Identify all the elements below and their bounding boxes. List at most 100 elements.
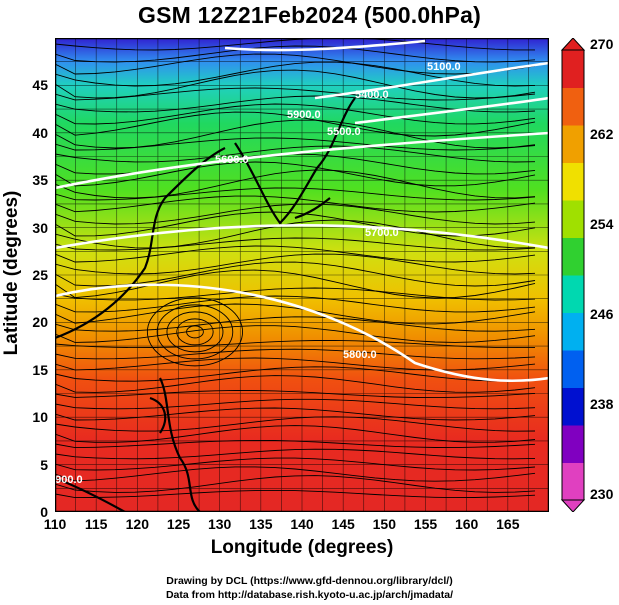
x-tick-label: 150 <box>372 516 397 532</box>
streamline <box>55 407 536 421</box>
streamline <box>55 187 536 201</box>
y-tick-label: 25 <box>32 267 48 283</box>
colorbar-cell <box>562 387 584 426</box>
streamline <box>55 425 536 443</box>
streamline <box>55 389 536 399</box>
y-tick-label: 15 <box>32 361 48 378</box>
streamline <box>55 348 536 360</box>
colorbar-cell <box>562 425 584 463</box>
x-tick-label: 165 <box>496 516 520 532</box>
streamline <box>55 303 536 325</box>
colorbar-tick-label: 246 <box>590 306 614 322</box>
streamline <box>55 466 536 482</box>
x-tick-label: 155 <box>413 516 438 532</box>
contour-label: 5900.0 <box>55 474 83 486</box>
colorbar-cell <box>562 312 584 351</box>
streamline <box>55 69 536 99</box>
streamline <box>55 111 536 137</box>
streamline <box>55 339 536 349</box>
colorbar-tick-label: 270 <box>590 36 614 52</box>
x-tick-label: 140 <box>290 516 314 532</box>
credit-line-2: Data from http://database.rish.kyoto-u.a… <box>165 589 454 601</box>
streamline <box>55 237 536 251</box>
streamline <box>55 489 536 499</box>
x-tick-label: 130 <box>207 516 232 532</box>
streamline <box>55 398 536 410</box>
streamline <box>55 316 536 332</box>
contour-label: 5800.0 <box>343 349 377 361</box>
colorbar-tick-label: 262 <box>590 126 614 142</box>
x-tick-label: 110 <box>43 516 67 532</box>
x-tick-label: 120 <box>125 516 150 532</box>
contour-label: 5900.0 <box>287 109 321 121</box>
colorbar-cell <box>562 162 584 201</box>
colorbar-tick-label: 238 <box>590 396 614 412</box>
streamline <box>55 219 536 249</box>
x-tick-label: 135 <box>249 516 273 532</box>
streamline <box>55 103 536 125</box>
y-tick-label: 5 <box>40 456 48 473</box>
x-tick-label: 115 <box>84 516 108 532</box>
height-contours <box>55 39 549 383</box>
y-tick-label: 45 <box>32 77 48 94</box>
streamline <box>55 53 536 75</box>
streamline <box>55 357 536 371</box>
colorbar-cell <box>562 200 584 238</box>
colorbar-bottom-arrow <box>560 499 586 512</box>
colorbar-cell <box>562 87 584 126</box>
y-tick-label: 10 <box>32 409 48 426</box>
colorbar-cell <box>562 125 584 163</box>
streamline <box>55 87 536 101</box>
map-svg: 5100.0 5400.0 5500.0 5600.0 5700.0 5800.… <box>55 38 549 512</box>
y-tick-label: 20 <box>32 314 48 331</box>
map-plot-area: 5100.0 5400.0 5500.0 5600.0 5700.0 5800.… <box>55 38 549 512</box>
streamline <box>55 137 536 151</box>
streamline-swirl <box>176 318 214 346</box>
contour-label: 5500.0 <box>327 126 361 138</box>
streamline <box>55 45 536 63</box>
credit-line-1: Drawing by DCL (https://www.gfd-dennou.o… <box>166 575 453 587</box>
streamline <box>55 439 536 449</box>
contour-label: 5400.0 <box>355 89 389 101</box>
streamline-swirl <box>146 297 244 367</box>
y-tick-label: 35 <box>32 172 48 189</box>
y-tick-label: 0 <box>40 504 48 520</box>
streamline <box>55 195 536 213</box>
streamline <box>55 38 535 51</box>
colorbar-cell <box>562 275 584 313</box>
x-axis-label: Longitude (degrees) <box>210 537 394 558</box>
plot-frame <box>55 38 549 512</box>
streamline <box>55 457 536 471</box>
streamline <box>55 295 536 313</box>
streamline <box>55 161 536 187</box>
colorbar-cell <box>562 350 584 388</box>
streamline <box>55 61 536 87</box>
streamline <box>55 366 536 382</box>
contour-labels: 5100.0 5400.0 5500.0 5600.0 5700.0 5800.… <box>55 61 461 486</box>
streamline <box>55 375 536 393</box>
streamline <box>55 416 536 432</box>
contour-label: 5100.0 <box>427 61 461 73</box>
y-axis-label: Latitude (degrees) <box>1 190 22 356</box>
streamline-swirl <box>166 311 224 353</box>
x-tick-label: 145 <box>331 516 355 532</box>
streamline <box>55 245 536 263</box>
coastlines <box>55 97 356 512</box>
streamline <box>55 325 536 343</box>
streamline <box>55 269 536 299</box>
streamline <box>55 145 536 163</box>
colorbar-tick-label: 230 <box>590 486 614 502</box>
colorbar-top-arrow <box>560 38 586 51</box>
colorbar-cell <box>562 50 584 88</box>
streamline <box>55 253 536 275</box>
colorbar-cell <box>562 237 584 276</box>
y-tick-label: 40 <box>32 124 48 141</box>
x-tick-label: 160 <box>454 516 479 532</box>
streamline <box>55 475 536 493</box>
contour-label: 5700.0 <box>365 227 399 239</box>
colorbar-tick-label: 254 <box>590 216 614 232</box>
streamline-swirl <box>186 325 204 339</box>
streamline-swirl <box>156 304 234 360</box>
chart-title: GSM 12Z21Feb2024 (500.0hPa) <box>138 2 481 28</box>
colorbar <box>560 38 586 512</box>
